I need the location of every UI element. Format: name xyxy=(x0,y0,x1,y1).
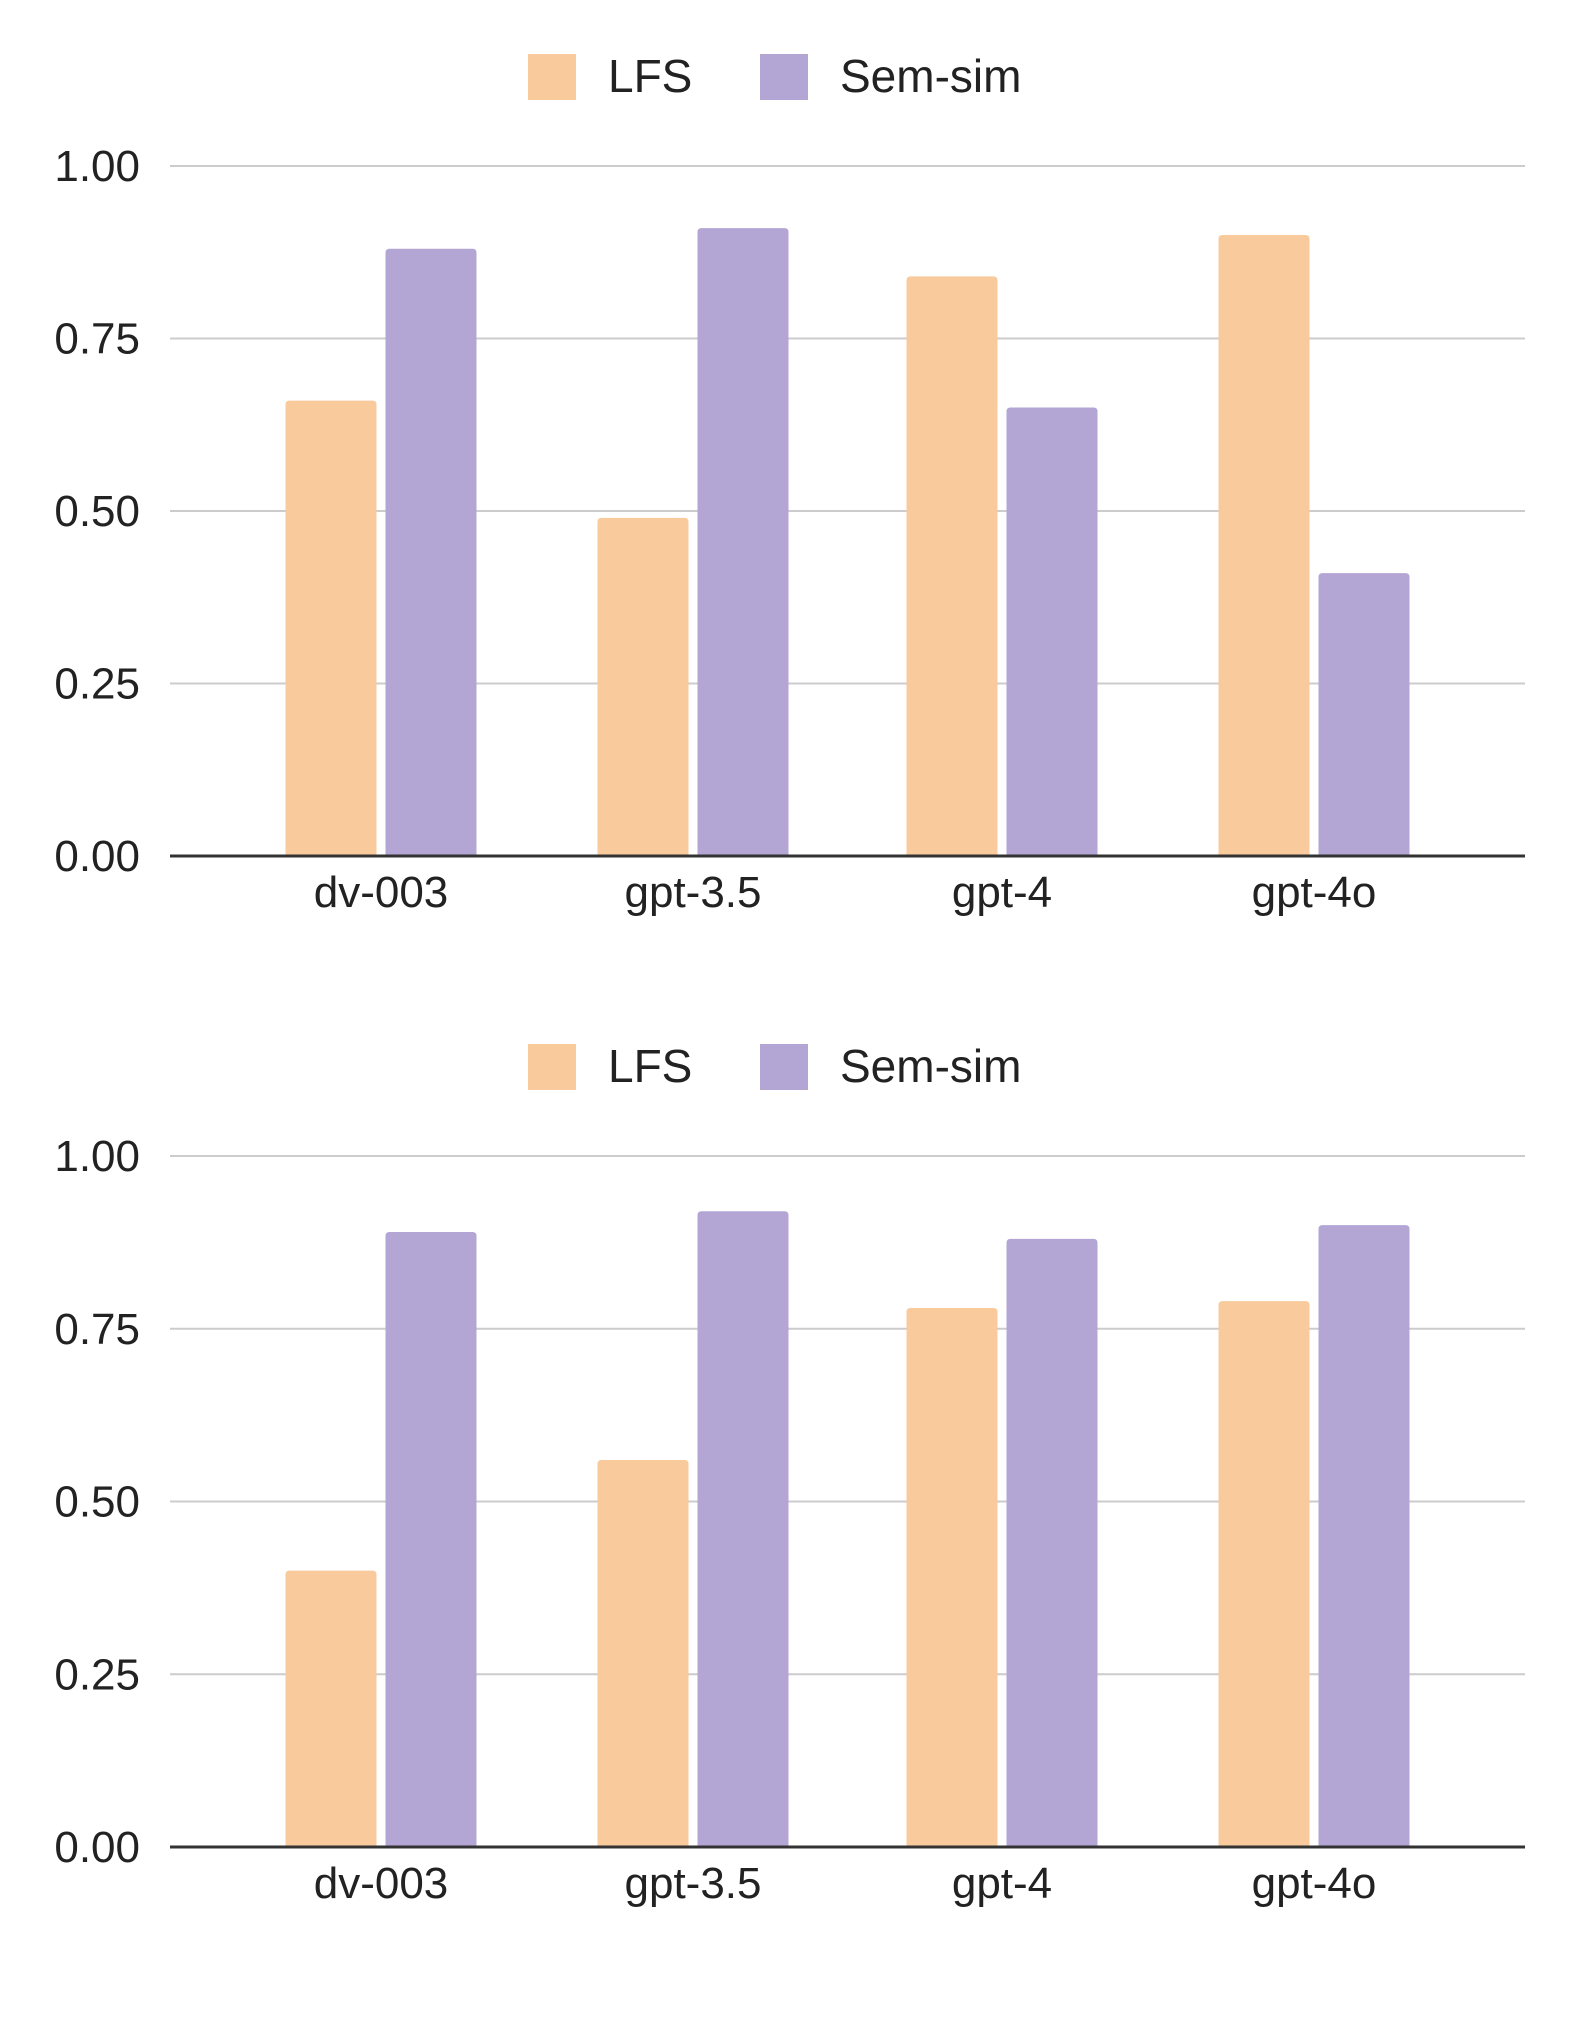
x-tick-label: dv-003 xyxy=(314,868,449,917)
y-tick-label: 0.25 xyxy=(54,660,140,709)
bar-sem-sim-gpt-4 xyxy=(1006,407,1098,856)
x-tick-label: gpt-3.5 xyxy=(625,868,762,917)
y-tick-label: 0.50 xyxy=(54,1478,140,1527)
bar-lfs-gpt-4 xyxy=(906,276,998,856)
bar-lfs-dv-003 xyxy=(285,1570,377,1847)
chart-bottom: LFS Sem-sim 0.00 0.25 0.50 0.75 1.00 dv-003 gpt-… xyxy=(54,1040,1525,1908)
legend-swatch-sem-sim xyxy=(760,54,808,100)
x-tick-label: gpt-4 xyxy=(952,868,1052,917)
y-tick-label: 0.75 xyxy=(54,1305,140,1354)
bar-lfs-gpt-4o xyxy=(1218,1301,1310,1847)
y-tick-label: 0.75 xyxy=(54,315,140,364)
y-tick-label: 1.00 xyxy=(54,1132,140,1181)
legend: LFS Sem-sim xyxy=(528,1040,1021,1092)
bar-lfs-gpt-4 xyxy=(906,1308,998,1847)
bar-sem-sim-dv-003 xyxy=(385,248,477,857)
y-tick-label: 0.25 xyxy=(54,1650,140,1699)
legend-swatch-sem-sim xyxy=(760,1044,808,1090)
bar-lfs-gpt-4o xyxy=(1218,235,1310,856)
bar-lfs-gpt-3.5 xyxy=(597,1460,689,1847)
bar-sem-sim-gpt-4o xyxy=(1318,1225,1410,1847)
y-tick-label: 0.00 xyxy=(54,1823,140,1872)
x-tick-label: gpt-4o xyxy=(1252,1859,1377,1908)
x-tick-label: gpt-3.5 xyxy=(625,1859,762,1908)
legend-swatch-lfs xyxy=(528,54,576,100)
chart-top: LFS Sem-sim 0.00 0.25 0.50 0.75 1.00 dv-003 gpt-… xyxy=(54,50,1525,917)
bar-sem-sim-gpt-3.5 xyxy=(697,228,789,857)
x-tick-label: gpt-4 xyxy=(952,1859,1052,1908)
bar-sem-sim-gpt-4o xyxy=(1318,573,1410,856)
y-tick-label: 1.00 xyxy=(54,142,140,191)
bar-lfs-gpt-3.5 xyxy=(597,517,689,856)
legend-label-lfs: LFS xyxy=(608,50,692,102)
bar-sem-sim-gpt-4 xyxy=(1006,1238,1098,1847)
bar-sem-sim-dv-003 xyxy=(385,1232,477,1847)
legend-label-sem-sim: Sem-sim xyxy=(840,50,1021,102)
legend-label-sem-sim: Sem-sim xyxy=(840,1040,1021,1092)
bar-sem-sim-gpt-3.5 xyxy=(697,1211,789,1847)
bar-lfs-dv-003 xyxy=(285,400,377,856)
x-tick-label: dv-003 xyxy=(314,1859,449,1908)
legend-label-lfs: LFS xyxy=(608,1040,692,1092)
y-tick-label: 0.50 xyxy=(54,487,140,536)
x-tick-label: gpt-4o xyxy=(1252,868,1377,917)
legend: LFS Sem-sim xyxy=(528,50,1021,102)
y-tick-label: 0.00 xyxy=(54,832,140,881)
legend-swatch-lfs xyxy=(528,1044,576,1090)
